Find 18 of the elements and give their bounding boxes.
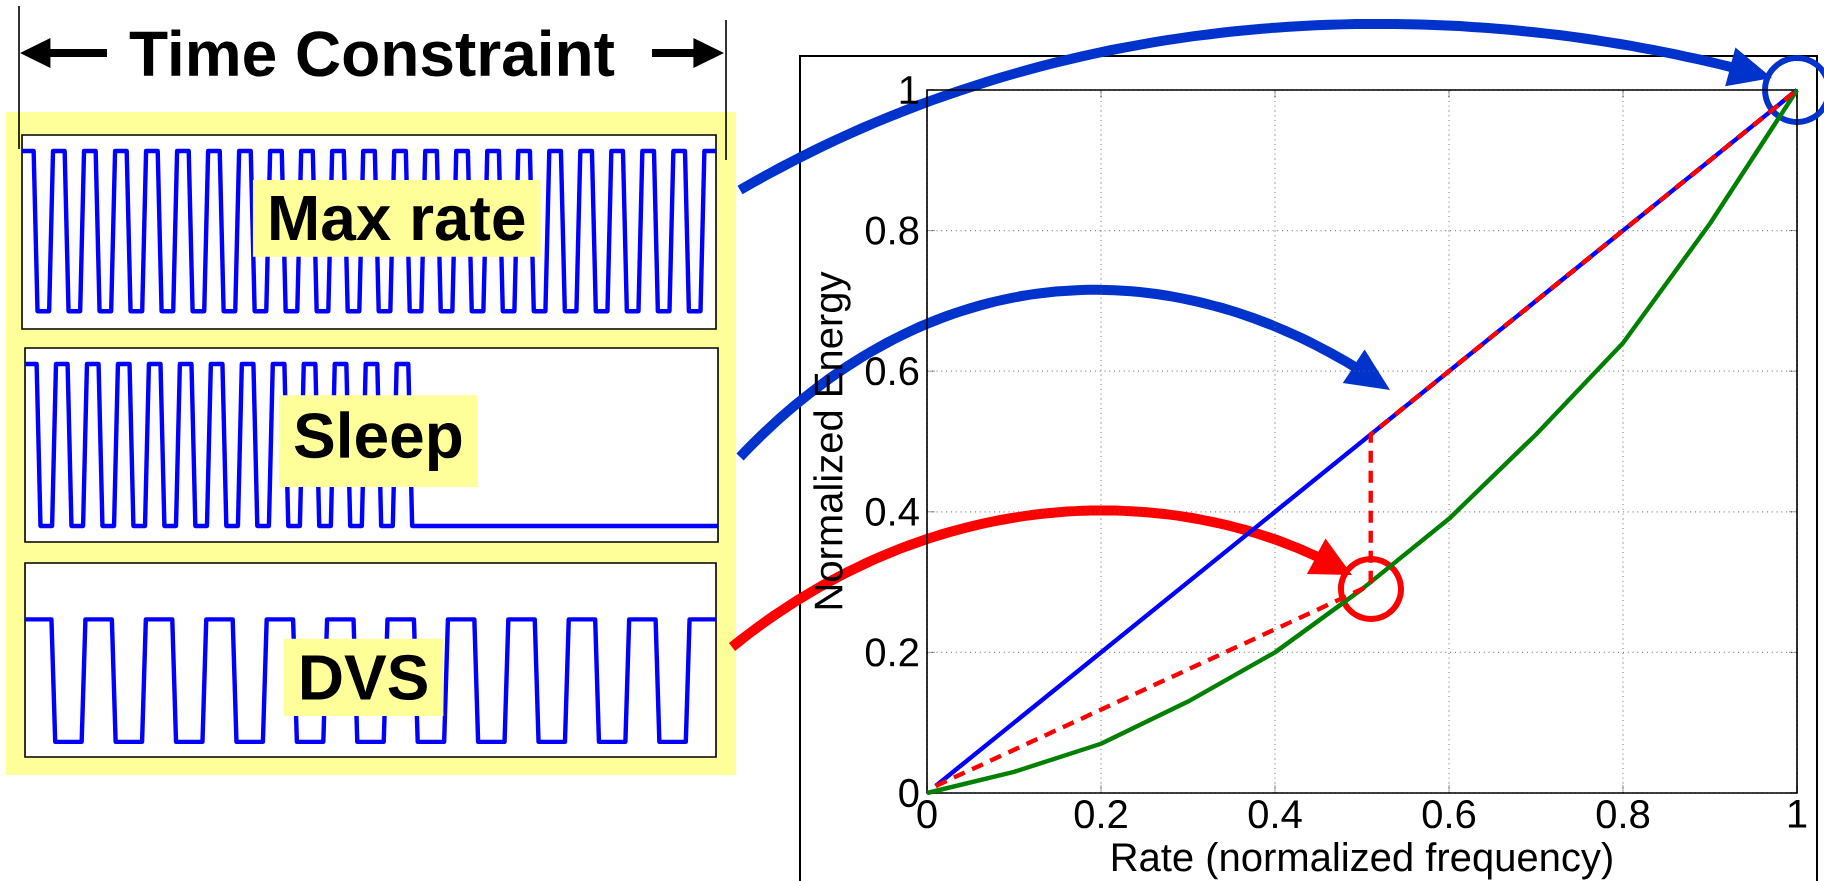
y-tick-label: 0.8 <box>865 216 919 245</box>
y-axis-title: Normalized Energy <box>813 271 851 609</box>
y-tick-label: 0.6 <box>865 357 919 386</box>
annotation: DVS <box>302 654 427 701</box>
x-tick-label: 0.4 <box>1248 800 1302 829</box>
x-tick-label: 1 <box>1788 800 1807 828</box>
x-axis-title: Rate (normalized frequency) <box>1112 842 1612 880</box>
y-tick-label: 0 <box>899 778 919 808</box>
annotation: Sleep <box>294 411 462 471</box>
annotation: Max rate <box>271 196 525 241</box>
y-tick-label: 0.4 <box>865 497 919 526</box>
x-tick-label: 0.8 <box>1596 800 1650 829</box>
x-tick-label: 0.2 <box>1074 800 1127 829</box>
y-tick-label: 0.2 <box>865 638 918 667</box>
chart-title: Time Constraint <box>129 29 615 77</box>
y-tick-label: 1 <box>900 76 918 104</box>
x-tick-label: 0 <box>917 800 937 829</box>
x-tick-label: 0.6 <box>1422 800 1476 829</box>
